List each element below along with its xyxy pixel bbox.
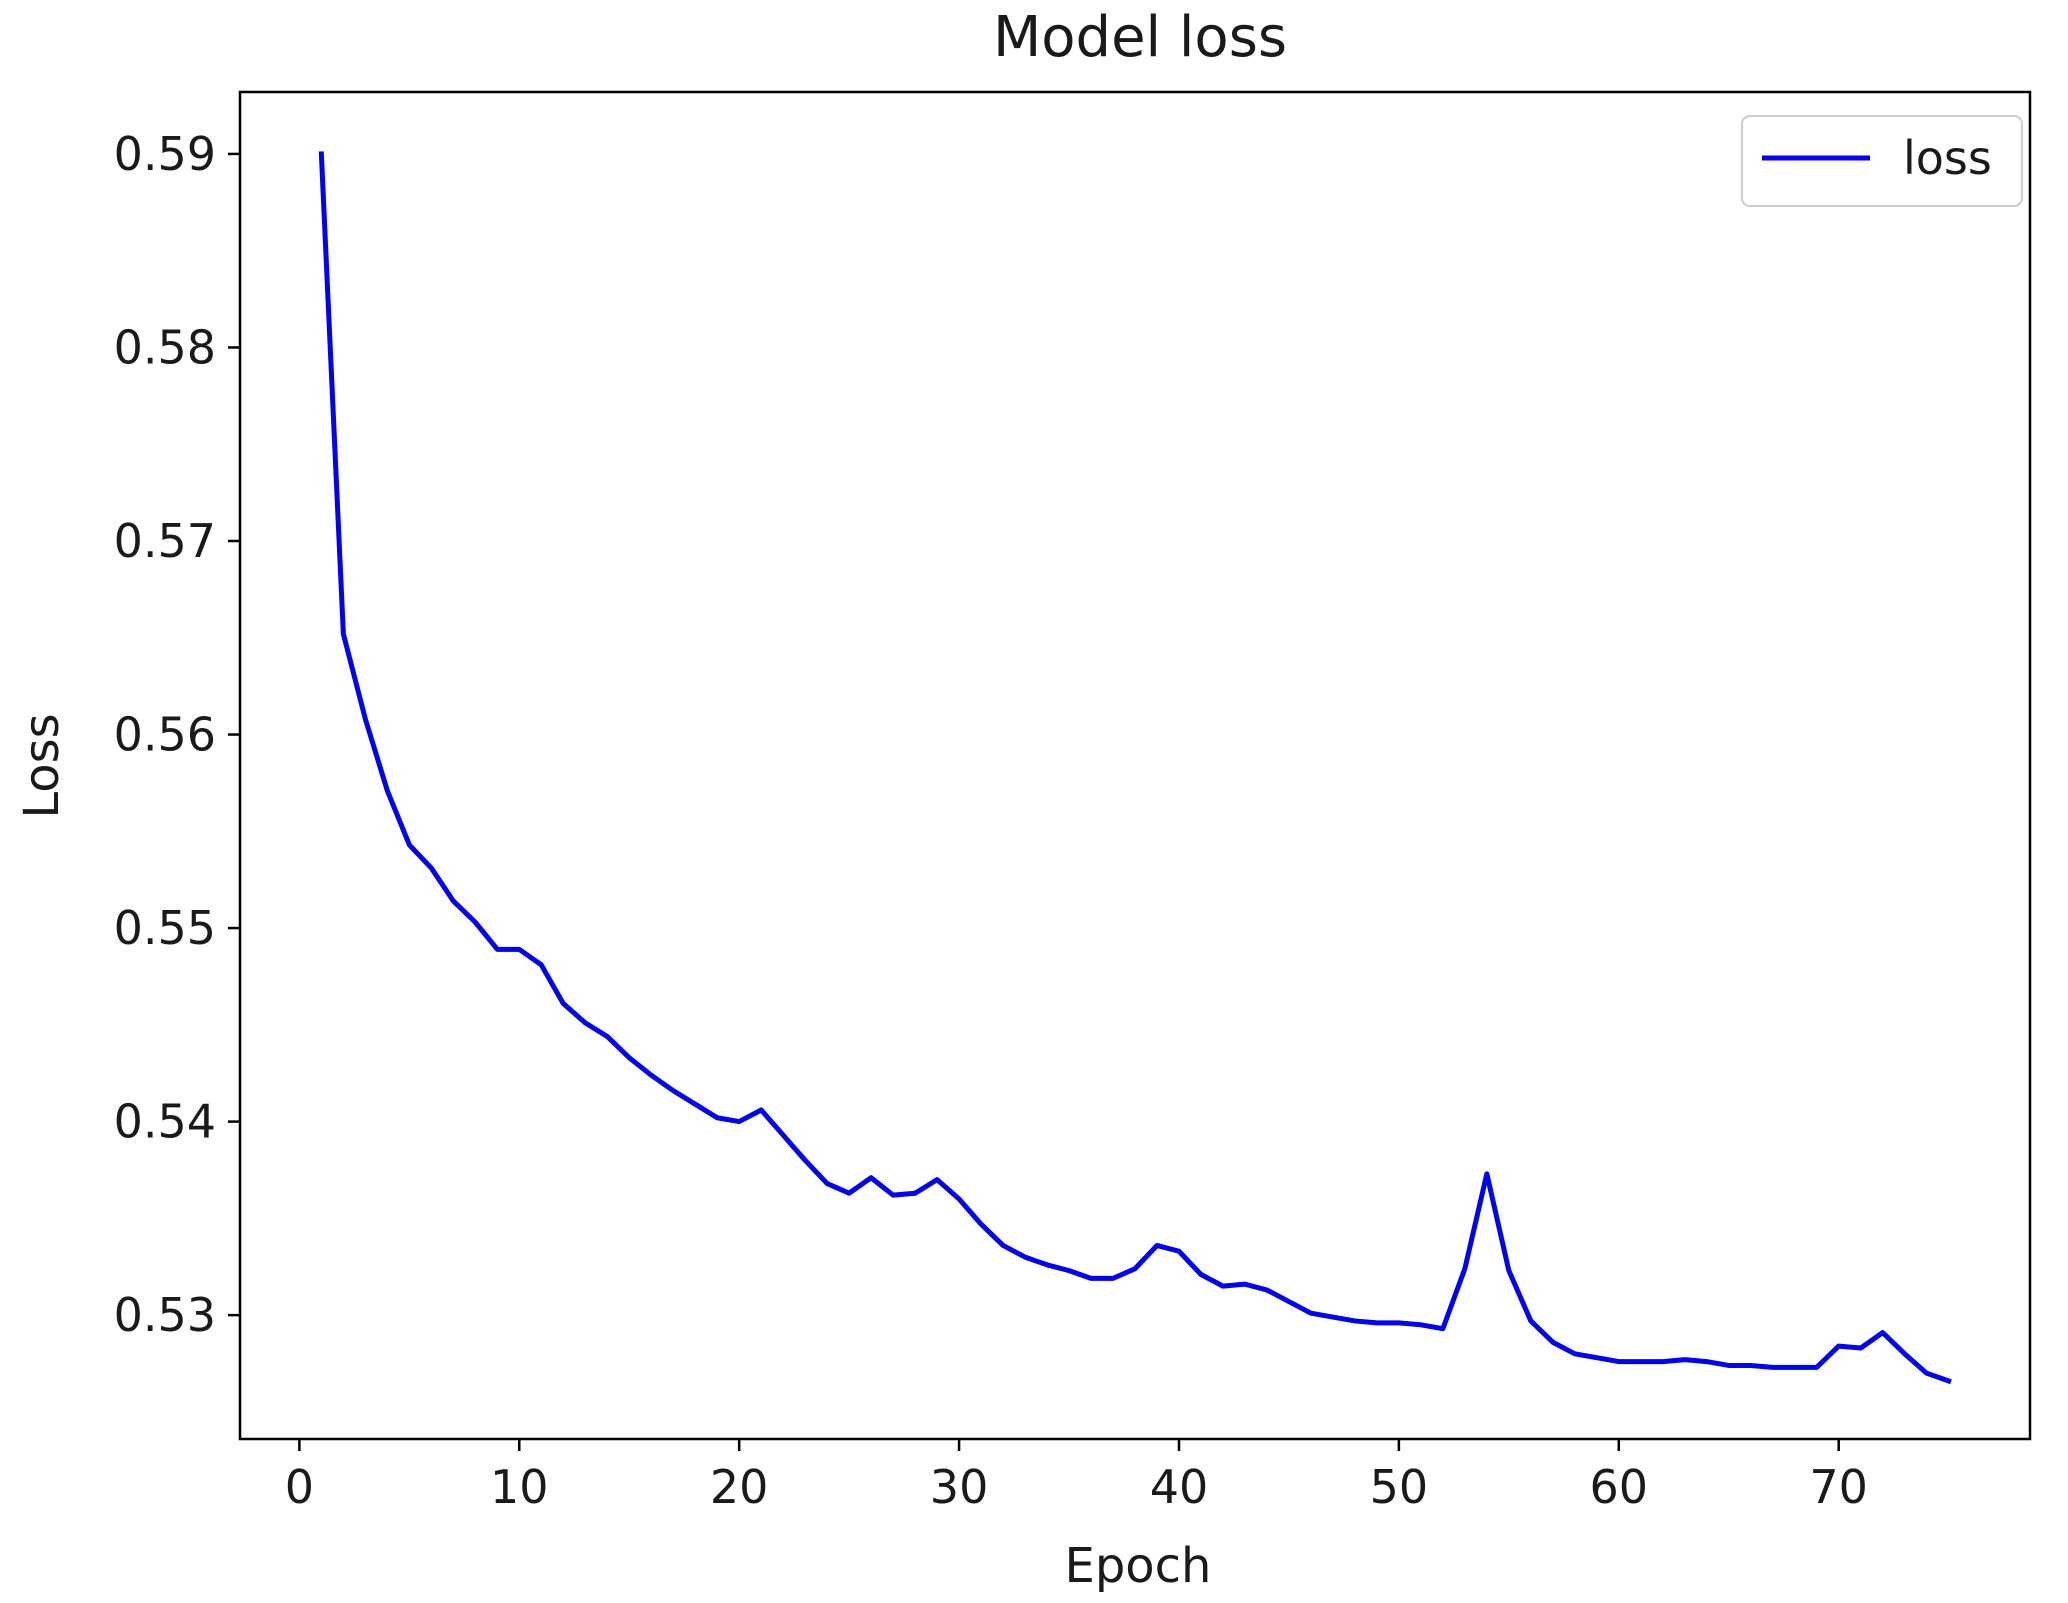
x-tick-label: 70: [1809, 1460, 1868, 1514]
y-tick-label: 0.56: [114, 708, 216, 762]
x-tick-label: 30: [930, 1460, 989, 1514]
y-tick-label: 0.55: [114, 901, 216, 955]
x-tick-label: 50: [1370, 1460, 1429, 1514]
y-axis: 0.53 0.54 0.55 0.56 0.57 0.58 0.59: [114, 127, 240, 1342]
loss-series-line: [318, 151, 1952, 1385]
x-tick-label: 20: [710, 1460, 769, 1514]
x-tick-label: 40: [1150, 1460, 1209, 1514]
legend-box: [1741, 115, 2023, 207]
x-tick-label: 10: [490, 1460, 549, 1514]
y-tick-label: 0.58: [114, 320, 216, 374]
y-tick-label: 0.53: [114, 1288, 216, 1342]
y-tick-label: 0.57: [114, 514, 216, 568]
x-tick-label: 60: [1590, 1460, 1649, 1514]
y-tick-label: 0.54: [114, 1095, 216, 1149]
legend-label-loss: loss: [1903, 131, 1992, 185]
x-axis-label: Epoch: [1065, 1538, 1212, 1594]
y-tick-label: 0.59: [114, 127, 216, 181]
plot-area: [238, 90, 2032, 1441]
legend: loss: [1741, 115, 2023, 207]
x-tick-label: 0: [285, 1460, 314, 1514]
x-axis: 0 10 20 30 40 50 60 70: [285, 1439, 1868, 1514]
y-axis-label: Loss: [14, 713, 70, 818]
chart-title: Model loss: [993, 5, 1287, 70]
